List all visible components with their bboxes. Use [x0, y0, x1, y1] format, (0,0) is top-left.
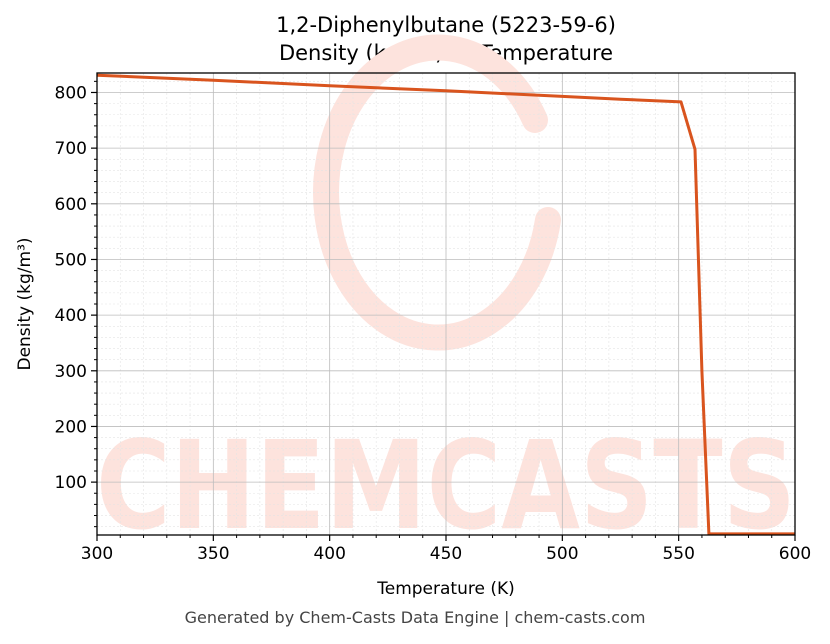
- footer-credit: Generated by Chem-Casts Data Engine | ch…: [184, 608, 646, 627]
- axes: 300 350 400 450 500 550 600 100 200 300 400 500 600 7…: [15, 80, 811, 599]
- series-layer: [96, 73, 795, 536]
- x-tick-label: 500: [546, 544, 578, 564]
- chart-title: 1,2-Diphenylbutane (5223-59-6): [276, 13, 616, 37]
- y-tick-label: 200: [55, 417, 87, 437]
- y-tick-label: 500: [55, 250, 87, 270]
- y-tick-label: 100: [55, 473, 87, 493]
- density-line: [96, 73, 795, 536]
- x-tick-label: 400: [313, 544, 345, 564]
- watermark-ring: [313, 34, 561, 351]
- y-tick-label: 800: [55, 83, 87, 103]
- x-tick-label: 600: [779, 544, 811, 564]
- x-tick-label: 300: [81, 544, 113, 564]
- y-tick-label: 300: [55, 362, 87, 382]
- y-axis-label: Density (kg/m³): [15, 237, 35, 370]
- y-tick-label: 700: [55, 139, 87, 159]
- grid: [96, 73, 796, 535]
- x-tick-label: 350: [197, 544, 229, 564]
- y-tick-label: 600: [55, 195, 87, 215]
- y-tick-label: 400: [55, 306, 87, 326]
- density-chart: CHEMCASTS 300 350 400 450 500 550 600100200300…: [15, 34, 811, 599]
- x-tick-label: 550: [662, 544, 694, 564]
- x-axis-label: Temperature (K): [376, 579, 515, 599]
- x-tick-label: 450: [430, 544, 462, 564]
